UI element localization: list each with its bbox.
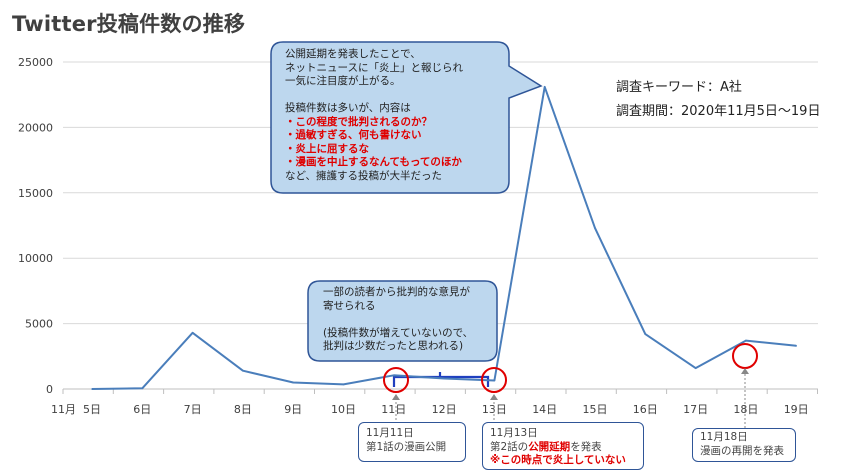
middle-callout-text: 一部の読者から批判的な意見が 寄せられる (投稿件数が増えていないので、 批判は…: [323, 286, 473, 354]
x-tick-label: 11日: [381, 403, 406, 416]
x-axis: 11月 5日 6日 7日 8日 9日 10日 11日 12日 13日 14日 15日 16日 17日 18日…: [51, 388, 818, 416]
top-callout-red-3: ・炎上に屈するな: [285, 142, 369, 155]
arrowhead-nov18: [741, 368, 749, 374]
data-point: [292, 381, 295, 384]
data-point: [242, 369, 244, 372]
x-tick-label: 10日: [331, 403, 356, 416]
top-callout-red-4: ・漫画を中止するなんてもってのほか: [285, 156, 462, 168]
top-callout-bubble: [270, 41, 543, 194]
box-nov13-post: を発表: [570, 440, 602, 453]
x-tick-label: 13日: [482, 403, 507, 416]
data-point: [644, 333, 647, 335]
data-point: [91, 388, 93, 390]
data-point: [694, 367, 697, 369]
marker-nov13: [481, 367, 507, 393]
x-tick-label: 12日: [432, 403, 457, 416]
y-tick-label: 0: [46, 383, 53, 396]
middle-callout-line-4: 批判は少数だったと思われる): [323, 340, 464, 352]
x-tick-label: 14日: [532, 403, 557, 416]
x-tick-label: 16日: [633, 403, 658, 416]
y-axis: 0 5000 10000 15000 20000 25000: [18, 56, 53, 396]
top-callout-intro: 投稿件数は多いが、内容は: [285, 102, 411, 114]
x-month-label: 11月: [51, 403, 76, 416]
box-nov18-text: 漫画の再開を発表: [700, 444, 784, 457]
x-tick-label: 7日: [184, 403, 202, 416]
x-tick-label: 5日: [83, 403, 101, 416]
annotation-box-nov11: 11月11日 第1話の漫画公開: [358, 422, 466, 462]
top-callout-line-1: 公開延期を発表したことで、: [285, 48, 421, 60]
data-point: [795, 345, 797, 347]
annotation-box-nov18: 11月18日 漫画の再開を発表: [692, 428, 796, 462]
top-callout-line-3: 一気に注目度が上がる。: [285, 75, 401, 87]
data-point: [493, 379, 496, 382]
data-point: [543, 86, 546, 88]
middle-callout-line-1: 一部の読者から批判的な意見が: [323, 286, 470, 298]
box-nov13-pre: 第2話の: [490, 440, 529, 453]
marker-nov11: [383, 367, 409, 393]
top-callout-red-1: ・この程度で批判されるのか？: [285, 115, 432, 128]
box-nov13-note: ※この時点で炎上していない: [490, 454, 626, 466]
data-point: [141, 387, 144, 390]
x-tick-label: 9日: [284, 403, 302, 416]
x-tick-label: 17日: [683, 403, 708, 416]
marker-nov18: [732, 343, 758, 369]
y-tick-label: 25000: [18, 56, 53, 69]
y-tick-label: 15000: [18, 187, 53, 200]
box-nov13-date: 11月13日: [490, 427, 538, 439]
middle-callout-bubble: [307, 280, 498, 362]
data-point: [594, 227, 596, 229]
top-callout-line-2: ネットニュースに「炎上」と報じられ: [285, 61, 463, 74]
arrowhead-nov13: [490, 394, 498, 400]
x-tick-label: 15日: [583, 403, 608, 416]
x-tick-label: 6日: [133, 403, 151, 416]
box-nov11-text: 第1話の漫画公開: [366, 440, 447, 453]
box-nov13-text: 第2話の公開延期を発表: [490, 441, 636, 455]
data-point: [745, 339, 747, 342]
x-tick-label: 8日: [234, 403, 252, 416]
period-label: 調査期間：2020年11月5日〜19日: [616, 104, 821, 119]
box-nov18-date: 11月18日: [700, 431, 748, 443]
y-tick-label: 5000: [25, 318, 53, 331]
box-nov11-date: 11月11日: [366, 427, 414, 439]
box-nov13-red: 公開延期: [528, 440, 571, 453]
data-point: [191, 331, 194, 334]
page-title: Twitter投稿件数の推移: [12, 12, 246, 36]
top-callout-outro: など、擁護する投稿が大半だった: [285, 169, 442, 182]
data-point: [443, 377, 445, 380]
top-callout-text: 公開延期を発表したことで、 ネットニュースに「炎上」と報じられ 一気に注目度が上…: [285, 48, 463, 183]
arrowhead-nov11: [392, 394, 400, 400]
x-tick-label: 18日: [733, 403, 758, 416]
y-tick-label: 20000: [18, 121, 53, 134]
top-callout-red-2: ・過敏すぎる、何も書けない: [285, 129, 422, 141]
data-point: [393, 374, 395, 377]
keyword-label: 調査キーワード：A社: [616, 80, 742, 95]
series-group: [91, 85, 797, 390]
data-point: [342, 383, 345, 386]
middle-callout-line-3: (投稿件数が増えていないので、: [323, 326, 474, 339]
y-tick-label: 10000: [18, 252, 53, 265]
x-tick-label: 19日: [784, 403, 809, 416]
middle-callout-line-2: 寄せられる: [323, 299, 376, 312]
annotation-box-nov13: 11月13日 第2話の公開延期を発表 ※この時点で炎上していない: [482, 422, 644, 470]
